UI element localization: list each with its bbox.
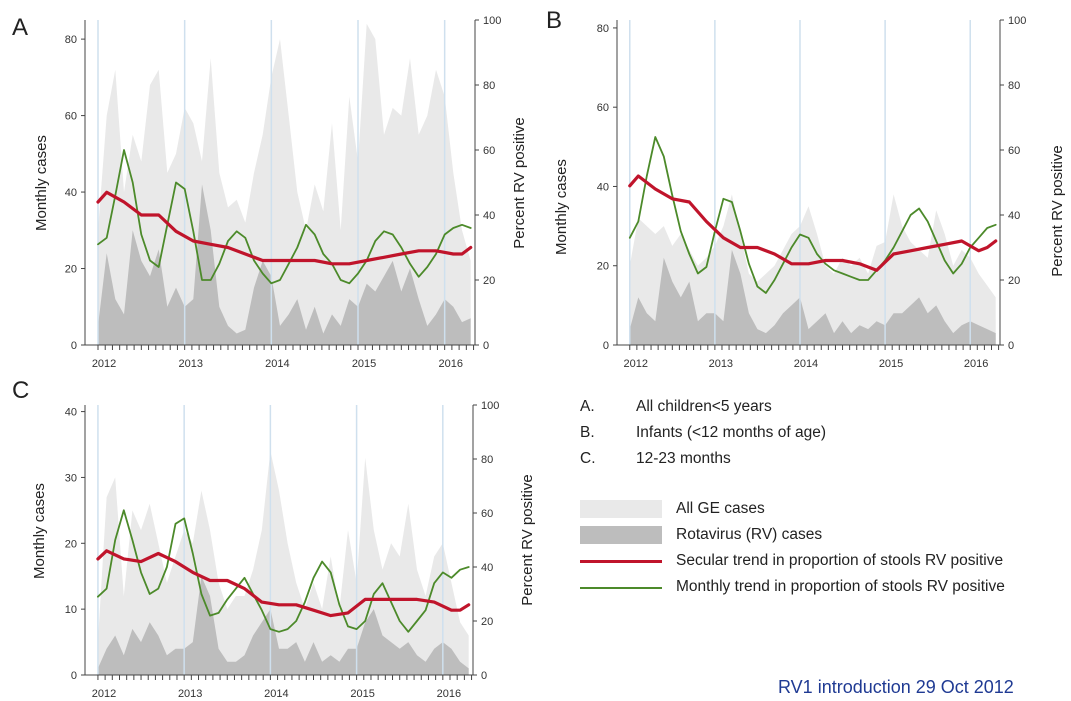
x-tick-label: 2013 — [178, 688, 202, 700]
y2-tick-label: 0 — [1008, 340, 1014, 352]
y-tick-label: 20 — [597, 261, 609, 273]
y2-tick-label: 100 — [481, 400, 499, 412]
y-tick-label: 60 — [65, 111, 77, 123]
y-tick-label: 0 — [71, 340, 77, 352]
x-tick-label: 2015 — [879, 358, 903, 370]
rotavirus-area — [98, 184, 471, 345]
legend-label: Secular trend in proportion of stools RV… — [676, 552, 1004, 569]
x-tick-label: 2012 — [92, 688, 116, 700]
legend-key-all-ge: All GE cases — [580, 498, 1060, 522]
group-description: All children<5 years — [636, 398, 772, 415]
legend-key-secular: Secular trend in proportion of stools RV… — [580, 550, 1060, 574]
legend-group-c: C. 12-23 months — [580, 450, 1060, 476]
y-tick-label: 40 — [597, 181, 609, 193]
group-letter: B. — [580, 424, 595, 441]
rotavirus-area — [97, 576, 469, 675]
y-tick-label: 0 — [603, 340, 609, 352]
x-tick-label: 2015 — [350, 688, 374, 700]
legend-label: Monthly trend in proportion of stools RV… — [676, 578, 1005, 595]
x-tick-label: 2013 — [178, 358, 202, 370]
panel-a: A 0 20 40 60 80 0 20 40 60 80 100 2012 2013 2014 2015 20… — [12, 14, 528, 370]
x-tick-label: 2012 — [623, 358, 647, 370]
y2-tick-label: 80 — [483, 80, 495, 92]
x-tick-label: 2013 — [709, 358, 733, 370]
y2-tick-label: 80 — [481, 454, 493, 466]
y-tick-label: 40 — [65, 407, 77, 419]
legend: A. All children<5 years B. Infants (<12 … — [580, 398, 1060, 595]
y-tick-label: 10 — [65, 604, 77, 616]
panel-c: C 0 10 20 30 40 0 20 40 60 80 100 2012 2013 2014 2015 20… — [12, 377, 536, 700]
x-tick-label: 2016 — [437, 688, 461, 700]
x-tick-label: 2015 — [352, 358, 376, 370]
y-tick-label: 60 — [597, 102, 609, 114]
y2-tick-label: 20 — [1008, 275, 1020, 287]
x-tick-label: 2016 — [438, 358, 462, 370]
y2-tick-label: 40 — [1008, 210, 1020, 222]
legend-label: All GE cases — [676, 500, 765, 517]
all-ge-swatch — [580, 500, 662, 518]
y-tick-label: 0 — [71, 670, 77, 682]
y-tick-label: 20 — [65, 538, 77, 550]
secular-line-swatch — [580, 560, 662, 563]
y-axis-title: Monthly cases — [553, 159, 570, 255]
secular-trend-line — [96, 549, 471, 618]
group-letter: A. — [580, 398, 595, 415]
x-tick-label: 2016 — [964, 358, 988, 370]
panel-letter: B — [546, 7, 562, 34]
rotavirus-area — [629, 249, 996, 345]
monthly-line-swatch — [580, 587, 662, 589]
y-tick-label: 30 — [65, 472, 77, 484]
y-axis-title: Monthly cases — [33, 135, 50, 231]
group-letter: C. — [580, 450, 596, 467]
x-tick-label: 2014 — [264, 688, 288, 700]
y2-tick-label: 20 — [483, 275, 495, 287]
y2-tick-label: 60 — [1008, 145, 1020, 157]
panel-letter: A — [12, 14, 28, 41]
y-tick-label: 80 — [65, 34, 77, 46]
y-axis-title: Monthly cases — [31, 483, 48, 579]
monthly-trend-line — [628, 136, 997, 294]
rotavirus-swatch — [580, 526, 662, 544]
y2-tick-label: 0 — [483, 340, 489, 352]
y2-tick-label: 100 — [1008, 15, 1026, 27]
y2-tick-label: 60 — [481, 508, 493, 520]
y2-tick-label: 60 — [483, 145, 495, 157]
x-tick-label: 2012 — [92, 358, 116, 370]
group-description: 12-23 months — [636, 450, 731, 467]
y2-tick-label: 0 — [481, 670, 487, 682]
x-tick-label: 2014 — [265, 358, 289, 370]
panel-b: B 0 20 40 60 80 0 20 40 60 80 100 2012 2013 2014 2015 20… — [546, 7, 1066, 370]
legend-key-monthly: Monthly trend in proportion of stools RV… — [580, 576, 1060, 600]
monthly-trend-line — [97, 509, 470, 633]
legend-label: Rotavirus (RV) cases — [676, 526, 823, 543]
y2-axis-title: Percent RV positive — [519, 474, 536, 605]
y2-axis-title: Percent RV positive — [511, 117, 528, 248]
y-tick-label: 80 — [597, 23, 609, 35]
y2-axis-title: Percent RV positive — [1049, 145, 1066, 276]
secular-trend-line — [628, 174, 998, 272]
y2-tick-label: 80 — [1008, 80, 1020, 92]
group-description: Infants (<12 months of age) — [636, 424, 826, 441]
all-ge-area — [629, 194, 996, 345]
intro-note: RV1 introduction 29 Oct 2012 — [778, 677, 1014, 697]
y2-tick-label: 100 — [483, 15, 501, 27]
y-tick-label: 20 — [65, 264, 77, 276]
monthly-trend-line — [97, 149, 472, 285]
legend-group-b: B. Infants (<12 months of age) — [580, 424, 1060, 450]
x-tick-label: 2014 — [794, 358, 818, 370]
legend-group-a: A. All children<5 years — [580, 398, 1060, 424]
y2-tick-label: 40 — [483, 210, 495, 222]
y-tick-label: 40 — [65, 187, 77, 199]
y2-tick-label: 40 — [481, 562, 493, 574]
secular-trend-line — [96, 190, 473, 266]
all-ge-area — [98, 23, 471, 346]
y2-tick-label: 20 — [481, 616, 493, 628]
legend-key-rotavirus: Rotavirus (RV) cases — [580, 524, 1060, 548]
panel-letter: C — [12, 377, 29, 404]
